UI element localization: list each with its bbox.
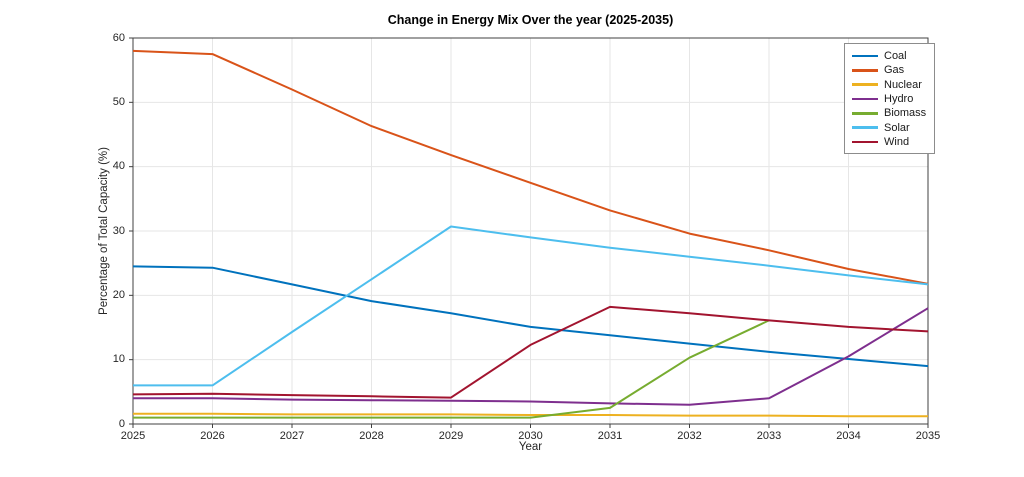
x-axis-label: Year bbox=[518, 441, 543, 453]
legend-item-wind: Wind bbox=[852, 135, 926, 149]
legend-label: Coal bbox=[884, 50, 907, 63]
x-tick-label: 2035 bbox=[915, 430, 941, 442]
series-line-solar bbox=[133, 225, 929, 387]
x-tick-label: 2030 bbox=[518, 430, 543, 442]
series-line-hydro bbox=[133, 307, 929, 406]
legend-line-sample bbox=[852, 83, 878, 87]
legend-label: Wind bbox=[884, 135, 910, 148]
y-tick-label: 40 bbox=[112, 160, 125, 173]
legend-item-coal: Coal bbox=[852, 49, 926, 63]
legend-label: Hydro bbox=[884, 93, 914, 106]
x-tick-label: 2029 bbox=[438, 430, 464, 442]
legend-label: Solar bbox=[884, 121, 910, 134]
legend-line-sample bbox=[852, 126, 878, 129]
y-tick-label: 0 bbox=[118, 417, 125, 430]
y-tick-label: 60 bbox=[112, 31, 125, 44]
legend-line-sample bbox=[852, 97, 878, 101]
legend-item-gas: Gas bbox=[852, 63, 926, 77]
y-tick-label: 10 bbox=[112, 353, 125, 366]
series-line-biomass bbox=[133, 319, 770, 419]
y-tick-label: 50 bbox=[112, 95, 125, 108]
legend: Coal Gas Nuclear Hydro Biomass Solar Wind bbox=[844, 43, 936, 155]
series-line-coal bbox=[132, 265, 929, 368]
legend-label: Nuclear bbox=[884, 78, 922, 91]
chart-title: Change in Energy Mix Over the year (2025… bbox=[387, 13, 674, 27]
x-tick-label: 2033 bbox=[756, 430, 782, 442]
legend-item-biomass: Biomass bbox=[852, 106, 926, 120]
legend-line-sample bbox=[852, 69, 878, 72]
y-tick-label: 20 bbox=[112, 288, 125, 301]
legend-label: Gas bbox=[884, 64, 905, 77]
x-tick-label: 2028 bbox=[359, 430, 384, 442]
legend-item-nuclear: Nuclear bbox=[852, 78, 926, 92]
legend-label: Biomass bbox=[884, 107, 927, 120]
x-tick-label: 2034 bbox=[836, 430, 861, 442]
legend-item-hydro: Hydro bbox=[852, 92, 926, 106]
x-tick-label: 2032 bbox=[677, 430, 702, 442]
y-tick-label: 30 bbox=[112, 224, 125, 237]
legend-line-sample bbox=[852, 54, 878, 58]
x-tick-label: 2031 bbox=[597, 430, 623, 442]
x-tick-label: 2025 bbox=[120, 430, 146, 442]
series-line-nuclear bbox=[133, 412, 928, 418]
legend-item-solar: Solar bbox=[852, 120, 926, 134]
series-line-wind bbox=[132, 305, 929, 399]
series-line-gas bbox=[132, 49, 929, 285]
legend-line-sample bbox=[852, 112, 878, 115]
x-tick-label: 2027 bbox=[279, 430, 305, 442]
legend-line-sample bbox=[852, 140, 878, 144]
x-tick-label: 2026 bbox=[200, 430, 225, 442]
